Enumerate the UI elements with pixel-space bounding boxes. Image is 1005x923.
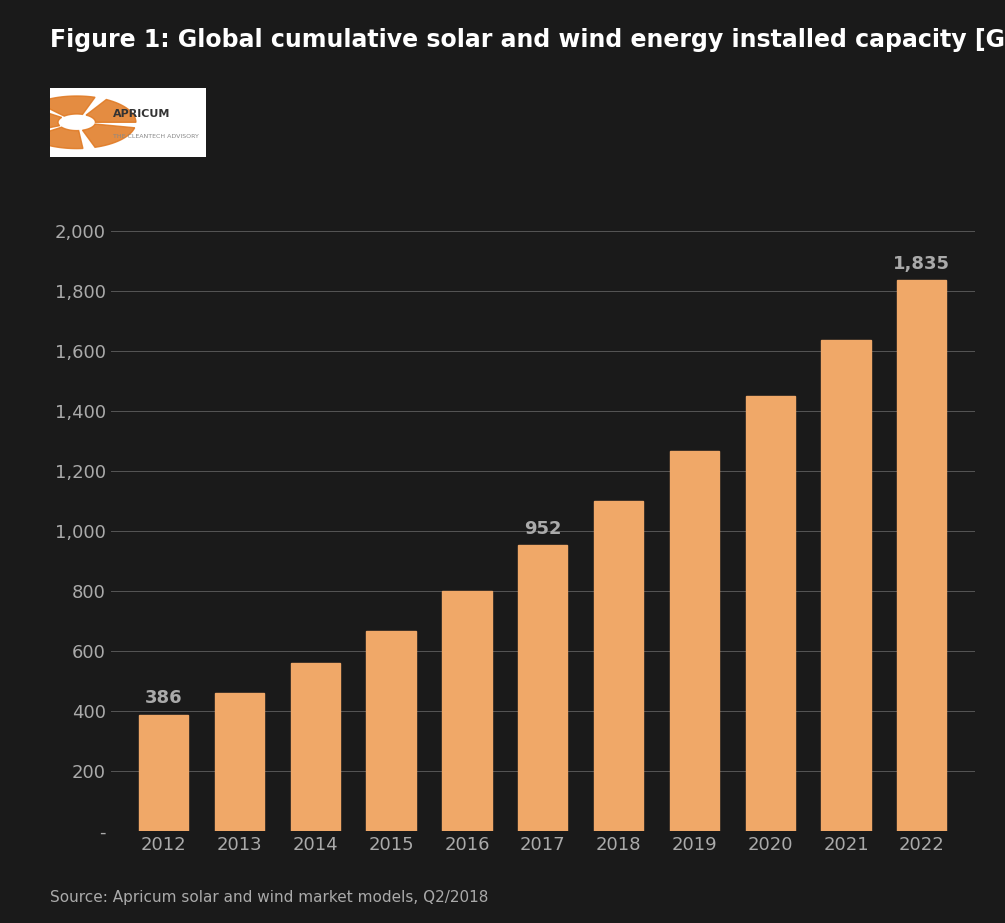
Text: APRICUM: APRICUM bbox=[113, 109, 170, 119]
Polygon shape bbox=[29, 127, 83, 149]
Bar bbox=[594, 500, 643, 831]
Bar bbox=[290, 663, 340, 831]
Bar bbox=[897, 281, 947, 831]
Bar bbox=[50, 88, 105, 157]
Polygon shape bbox=[82, 124, 135, 148]
Text: 1,835: 1,835 bbox=[893, 255, 951, 273]
Bar bbox=[518, 545, 568, 831]
Polygon shape bbox=[86, 100, 136, 123]
Bar bbox=[367, 631, 416, 831]
Bar bbox=[139, 715, 188, 831]
Text: Figure 1: Global cumulative solar and wind energy installed capacity [GW]: Figure 1: Global cumulative solar and wi… bbox=[50, 28, 1005, 52]
Polygon shape bbox=[17, 107, 61, 133]
Bar bbox=[746, 396, 795, 831]
Text: 952: 952 bbox=[524, 520, 562, 537]
Text: Source: Apricum solar and wind market models, Q2/2018: Source: Apricum solar and wind market mo… bbox=[50, 890, 488, 905]
Bar bbox=[442, 591, 491, 831]
Bar bbox=[821, 341, 870, 831]
Polygon shape bbox=[37, 96, 95, 116]
Bar bbox=[215, 692, 264, 831]
Text: 386: 386 bbox=[145, 689, 183, 707]
Text: THE CLEANTECH ADVISORY: THE CLEANTECH ADVISORY bbox=[113, 134, 198, 138]
Bar bbox=[669, 451, 719, 831]
